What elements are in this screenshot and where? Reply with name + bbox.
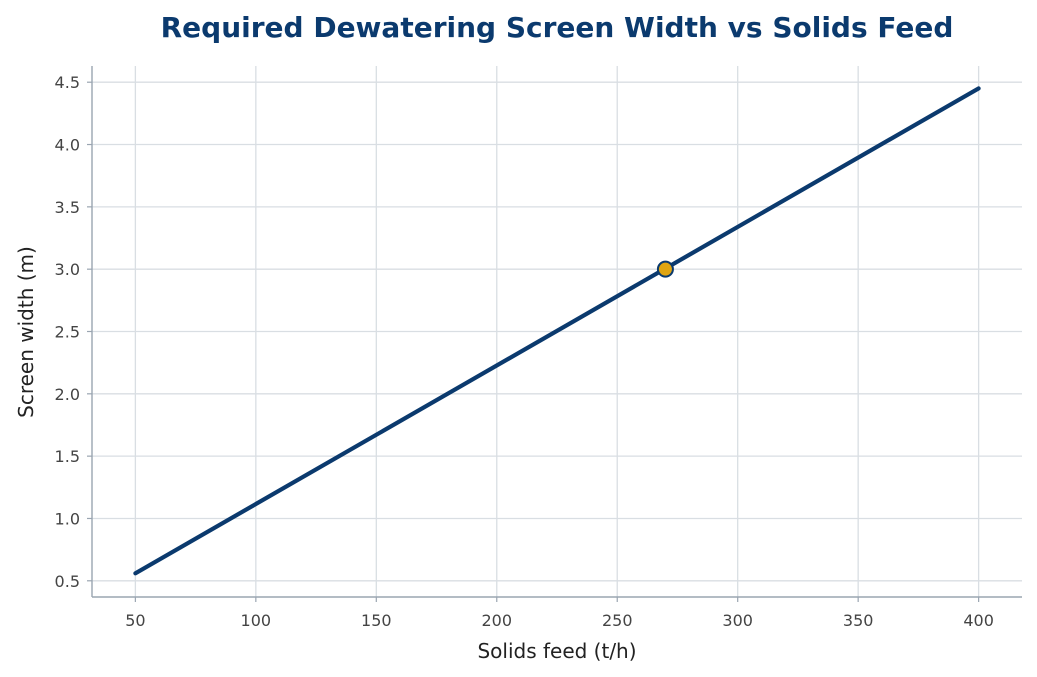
x-tick-label: 250 bbox=[602, 611, 633, 630]
y-tick-label: 4.5 bbox=[55, 73, 80, 92]
y-tick-label: 4.0 bbox=[55, 136, 80, 155]
y-axis-label: Screen width (m) bbox=[14, 246, 38, 418]
y-tick-label: 2.5 bbox=[55, 323, 80, 342]
x-tick-label: 400 bbox=[963, 611, 994, 630]
series-layer bbox=[133, 86, 981, 576]
x-tick-label: 300 bbox=[722, 611, 753, 630]
chart-title: Required Dewatering Screen Width vs Soli… bbox=[161, 11, 954, 44]
x-tick-label: 350 bbox=[843, 611, 874, 630]
highlight-point bbox=[656, 260, 674, 278]
y-tick-label: 3.0 bbox=[55, 260, 80, 279]
x-tick-label: 200 bbox=[481, 611, 512, 630]
x-tick-label: 50 bbox=[125, 611, 145, 630]
y-tick-label: 2.0 bbox=[55, 385, 80, 404]
series-line bbox=[133, 86, 981, 576]
y-tick-label: 1.0 bbox=[55, 509, 80, 528]
y-tick-label: 1.5 bbox=[55, 447, 80, 466]
x-tick-label: 100 bbox=[241, 611, 272, 630]
y-tick-label: 0.5 bbox=[55, 572, 80, 591]
x-axis-label: Solids feed (t/h) bbox=[477, 639, 636, 663]
y-axis-ticks: 0.5 1.0 1.5 2.0 2.5 3.0 3.5 4.0 4.5 bbox=[55, 73, 92, 591]
y-tick-label: 3.5 bbox=[55, 198, 80, 217]
x-tick-label: 150 bbox=[361, 611, 392, 630]
x-axis-ticks: 50 100 150 200 250 300 350 400 bbox=[125, 597, 994, 630]
